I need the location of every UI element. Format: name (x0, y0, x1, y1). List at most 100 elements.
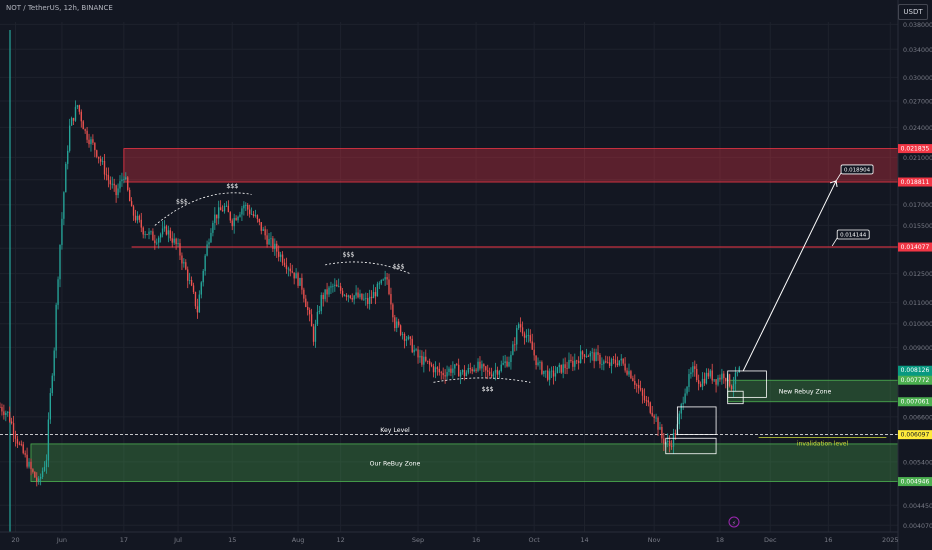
candle-body (502, 362, 504, 365)
candle-body (223, 205, 226, 212)
time-axis[interactable]: 20 Jun 17 Jul 15 Aug 12 Sep 16 Oct 14 Nov 18 Dec 16 202… (0, 516, 899, 544)
candle-body (601, 364, 603, 365)
candle-body (36, 477, 38, 482)
candle-body (454, 364, 456, 369)
candle-body (523, 333, 526, 338)
candle-body (479, 361, 481, 369)
currency-button[interactable]: USDT (898, 4, 928, 20)
liquidity-mark: $$$ (342, 251, 354, 258)
time-tick-label: 17 (120, 536, 128, 544)
candle-body (247, 205, 249, 210)
candle-body (610, 359, 613, 366)
candle-body (107, 174, 110, 181)
candle-body (28, 461, 30, 467)
candle-body (655, 417, 657, 419)
candle-body (353, 295, 355, 300)
candle-body (562, 364, 564, 373)
candle-body (500, 364, 502, 372)
candle-body (76, 105, 79, 107)
candle-body (659, 427, 661, 430)
lightning-icon (728, 516, 740, 528)
candle-body (477, 361, 479, 371)
candle-body (239, 214, 241, 217)
candle-body (98, 156, 100, 159)
candle-body (543, 370, 545, 374)
candle-body (475, 369, 477, 371)
candle-body (436, 367, 439, 369)
candle-body (47, 419, 50, 461)
liquidity-arc (325, 261, 411, 275)
candle-body (8, 411, 11, 422)
candle-body (270, 238, 272, 240)
candle-body (467, 367, 470, 373)
candle-body (169, 230, 171, 239)
candle-body (717, 377, 719, 385)
candle-body (208, 242, 210, 245)
candle-body (554, 373, 557, 377)
target-pointer (831, 237, 838, 247)
candle-body (533, 349, 535, 356)
candle-body (109, 180, 111, 185)
candle-body (628, 371, 630, 375)
candle-body (63, 192, 65, 219)
candle-body (111, 183, 113, 185)
candle-body (303, 289, 305, 299)
candle-body (603, 361, 605, 365)
time-tick-label: Dec (764, 536, 777, 544)
time-tick-label: 2025 (882, 536, 899, 544)
candle-body (322, 294, 324, 300)
time-tick-label: 16 (824, 536, 832, 544)
candle-body (117, 188, 119, 196)
candle-body (485, 366, 487, 371)
price-tick-label: 0.034000 (903, 47, 932, 54)
candle-body (732, 384, 735, 390)
candle-body (535, 355, 537, 365)
candle-body (448, 368, 450, 373)
candle-body (119, 181, 121, 189)
candle-body (266, 235, 268, 245)
candle-body (730, 385, 733, 390)
candle-body (183, 262, 185, 264)
candle-body (278, 251, 280, 257)
candle-body (345, 295, 348, 297)
candle-body (690, 372, 692, 375)
candle-body (221, 210, 224, 212)
price-axis[interactable]: 0.038000 0.034000 0.030000 0.027000 0.024000… (897, 0, 932, 550)
candle-body (657, 417, 659, 430)
candle-body (156, 242, 158, 244)
price-tag (898, 242, 932, 252)
candle-body (595, 352, 597, 362)
candle-body (682, 402, 684, 405)
candle-body (287, 268, 290, 270)
time-tick-label: Jun (56, 536, 67, 544)
candle-body (30, 461, 32, 470)
candle-body (7, 411, 9, 413)
candle-body (616, 363, 619, 366)
candle-body (548, 371, 551, 380)
candle-body (386, 277, 388, 280)
candle-body (245, 205, 247, 206)
candle-body (299, 277, 301, 286)
candle-body (349, 295, 351, 298)
candle-body (674, 433, 677, 435)
candle-body (692, 366, 694, 373)
candle-body (281, 254, 284, 263)
candle-body (99, 158, 102, 162)
candle-body (219, 207, 222, 211)
candle-body (279, 254, 282, 257)
candle-body (558, 364, 560, 368)
candle-body (599, 354, 601, 365)
candle-body (260, 222, 262, 231)
price-tick-label: 0.017000 (903, 202, 932, 209)
candle-body (701, 378, 704, 387)
price-tick-label: 0.038000 (903, 22, 932, 29)
target-label: 0.014144 (840, 232, 867, 238)
candle-body (432, 366, 435, 373)
candle-body (148, 231, 150, 235)
candle-body (556, 367, 559, 374)
candle-body (498, 371, 500, 375)
price-tag (898, 397, 932, 407)
candle-body (92, 139, 94, 143)
candle-body (254, 215, 257, 217)
